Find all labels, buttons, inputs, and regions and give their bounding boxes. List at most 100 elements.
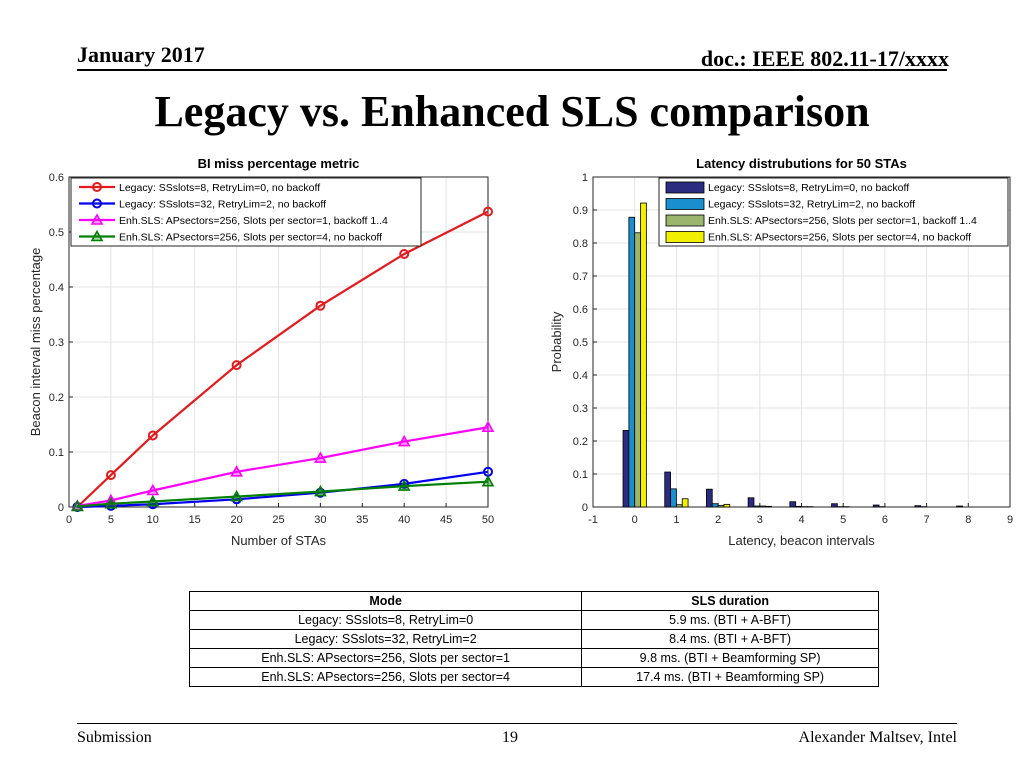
latency-bar-series-1 (789, 501, 797, 508)
bi-chart-y-tick-label: 0.3 (49, 337, 64, 349)
table-cell-mode: Enh.SLS: APsectors=256, Slots per sector… (188, 648, 583, 668)
latency-legend-box (658, 177, 1009, 247)
latency-chart-x-axis-label: Latency, beacon intervals (728, 533, 875, 548)
latency-chart-x-tick-label: 9 (1007, 514, 1013, 526)
latency-legend-label: Enh.SLS: APsectors=256, Slots per sector… (708, 232, 971, 244)
table-cell-duration: 5.9 ms. (BTI + A-BFT) (581, 610, 879, 630)
header-divider (77, 69, 947, 71)
latency-bar-series-2 (711, 503, 719, 508)
bi-chart-y-tick-label: 0.2 (49, 392, 64, 404)
table-row: Enh.SLS: APsectors=256, Slots per sector… (188, 648, 879, 668)
latency-chart-y-tick-label: 0.6 (573, 304, 588, 316)
footer-author: Alexander Maltsev, Intel (798, 729, 957, 746)
bi-series-1-point (147, 430, 158, 441)
bi-series-3-point (146, 483, 160, 496)
bi-series-line-3 (77, 426, 489, 507)
bi-series-1-point (231, 360, 242, 371)
bi-series-4-point (397, 479, 411, 491)
bi-chart-x-tick-label: 15 (189, 514, 201, 526)
latency-bar-series-2 (628, 216, 636, 508)
table-cell-mode: Enh.SLS: APsectors=256, Slots per sector… (188, 667, 583, 687)
bi-chart-x-tick-label: 30 (314, 514, 326, 526)
bi-series-1-point (483, 206, 493, 217)
latency-chart-y-tick-label: 0.2 (573, 436, 588, 448)
latency-chart-y-tick-label: 1 (582, 172, 588, 184)
header-date: January 2017 (77, 42, 205, 67)
bi-series-4-point (71, 499, 84, 512)
bi-legend-swatch-marker (90, 213, 104, 225)
sls-duration-table: Mode SLS duration Legacy: SSslots=8, Ret… (188, 591, 879, 687)
latency-bar-series-1 (747, 497, 755, 508)
bi-chart-x-tick-label: 40 (398, 514, 410, 526)
latency-chart-title: Latency distrubutions for 50 STAs (696, 156, 907, 171)
latency-bar-series-1 (664, 471, 671, 508)
table-row: Legacy: SSslots=8, RetryLim=0 5.9 ms. (B… (188, 610, 879, 630)
bi-legend-label: Enh.SLS: APsectors=256, Slots per sector… (119, 215, 388, 227)
latency-bar-series-2 (670, 488, 677, 508)
latency-chart-x-tick-label: 6 (882, 514, 888, 526)
latency-bar-series-3 (759, 505, 767, 508)
latency-chart-y-tick-label: 0.8 (573, 238, 588, 250)
latency-bar-series-4 (681, 498, 689, 508)
latency-bar-series-1 (706, 488, 713, 508)
latency-bar-series-1 (872, 504, 880, 508)
table-cell-duration: 17.4 ms. (BTI + Beamforming SP) (581, 667, 879, 687)
bi-legend-swatch-marker (92, 198, 102, 209)
bi-chart-x-tick-label: 10 (147, 514, 159, 526)
bi-series-4-point (314, 484, 327, 497)
bi-chart-x-tick-label: 20 (230, 514, 242, 526)
latency-bar-series-1 (956, 505, 963, 508)
header-doc-id: doc.: IEEE 802.11-17/xxxx (700, 46, 949, 71)
latency-chart-x-tick-label: 0 (632, 514, 638, 526)
bi-series-line-2 (77, 470, 489, 509)
slide-title: Legacy vs. Enhanced SLS comparison (154, 87, 870, 136)
bi-chart-x-tick-label: 25 (272, 514, 284, 526)
footer-submission: Submission (77, 729, 152, 746)
bi-chart-y-tick-label: 0.5 (49, 227, 64, 239)
latency-bar-series-4 (723, 503, 731, 508)
latency-legend-label: Enh.SLS: APsectors=256, Slots per sector… (708, 215, 977, 227)
bi-chart-x-tick-label: 35 (356, 514, 368, 526)
latency-chart-x-tick-label: 5 (840, 514, 846, 526)
bi-chart-x-tick-label: 5 (108, 514, 114, 526)
bi-legend-swatch-marker (92, 182, 102, 192)
latency-chart-x-tick-label: 4 (798, 514, 804, 526)
latency-chart-y-tick-label: 0.7 (573, 271, 588, 283)
bi-chart-y-tick-label: 0.6 (49, 172, 64, 184)
table-cell-duration: 8.4 ms. (BTI + A-BFT) (581, 629, 879, 649)
table-header-sls-duration: SLS duration (581, 591, 879, 611)
latency-chart-x-tick-label: 8 (965, 514, 971, 526)
bi-chart-y-tick-label: 0.1 (49, 447, 64, 459)
latency-chart-y-tick-label: 0.9 (573, 205, 588, 217)
table-cell-mode: Legacy: SSslots=32, RetryLim=2 (188, 629, 583, 649)
latency-bar-series-4 (765, 505, 772, 508)
bi-chart-x-tick-label: 50 (482, 514, 494, 526)
bi-series-3-point (397, 434, 411, 447)
footer-divider (77, 723, 957, 724)
bi-legend-box (70, 177, 422, 247)
bi-legend-label: Legacy: SSslots=8, RetryLim=0, no backof… (119, 182, 320, 194)
latency-bar-series-3 (717, 504, 725, 508)
table-cell-mode: Legacy: SSslots=8, RetryLim=0 (188, 610, 583, 630)
latency-chart-y-tick-label: 0.5 (573, 337, 588, 349)
latency-chart-y-axis-label: Probability (549, 311, 564, 372)
bi-legend-label: Legacy: SSslots=32, RetryLim=2, no backo… (119, 199, 326, 211)
latency-bar-series-1 (831, 503, 838, 508)
bi-series-1-point (399, 249, 410, 259)
bi-series-4-point (230, 489, 243, 502)
bi-series-4-point (481, 475, 495, 487)
bi-chart-x-axis-label: Number of STAs (231, 533, 327, 548)
latency-chart-y-tick-label: 0.1 (573, 469, 588, 481)
table-header-row: Mode SLS duration (188, 591, 879, 611)
latency-chart-x-tick-label: -1 (588, 514, 598, 526)
latency-legend-label: Legacy: SSslots=32, RetryLim=2, no backo… (708, 199, 915, 211)
latency-legend-label: Legacy: SSslots=8, RetryLim=0, no backof… (708, 182, 909, 194)
latency-chart-y-tick-label: 0.3 (573, 403, 588, 415)
bi-chart-y-tick-label: 0 (58, 502, 64, 514)
latency-legend-swatch (665, 231, 705, 243)
latency-chart-y-tick-label: 0.4 (573, 370, 588, 382)
bi-series-1-point (315, 300, 326, 311)
bi-series-4-point (104, 497, 118, 509)
latency-chart-x-tick-label: 1 (673, 514, 679, 526)
